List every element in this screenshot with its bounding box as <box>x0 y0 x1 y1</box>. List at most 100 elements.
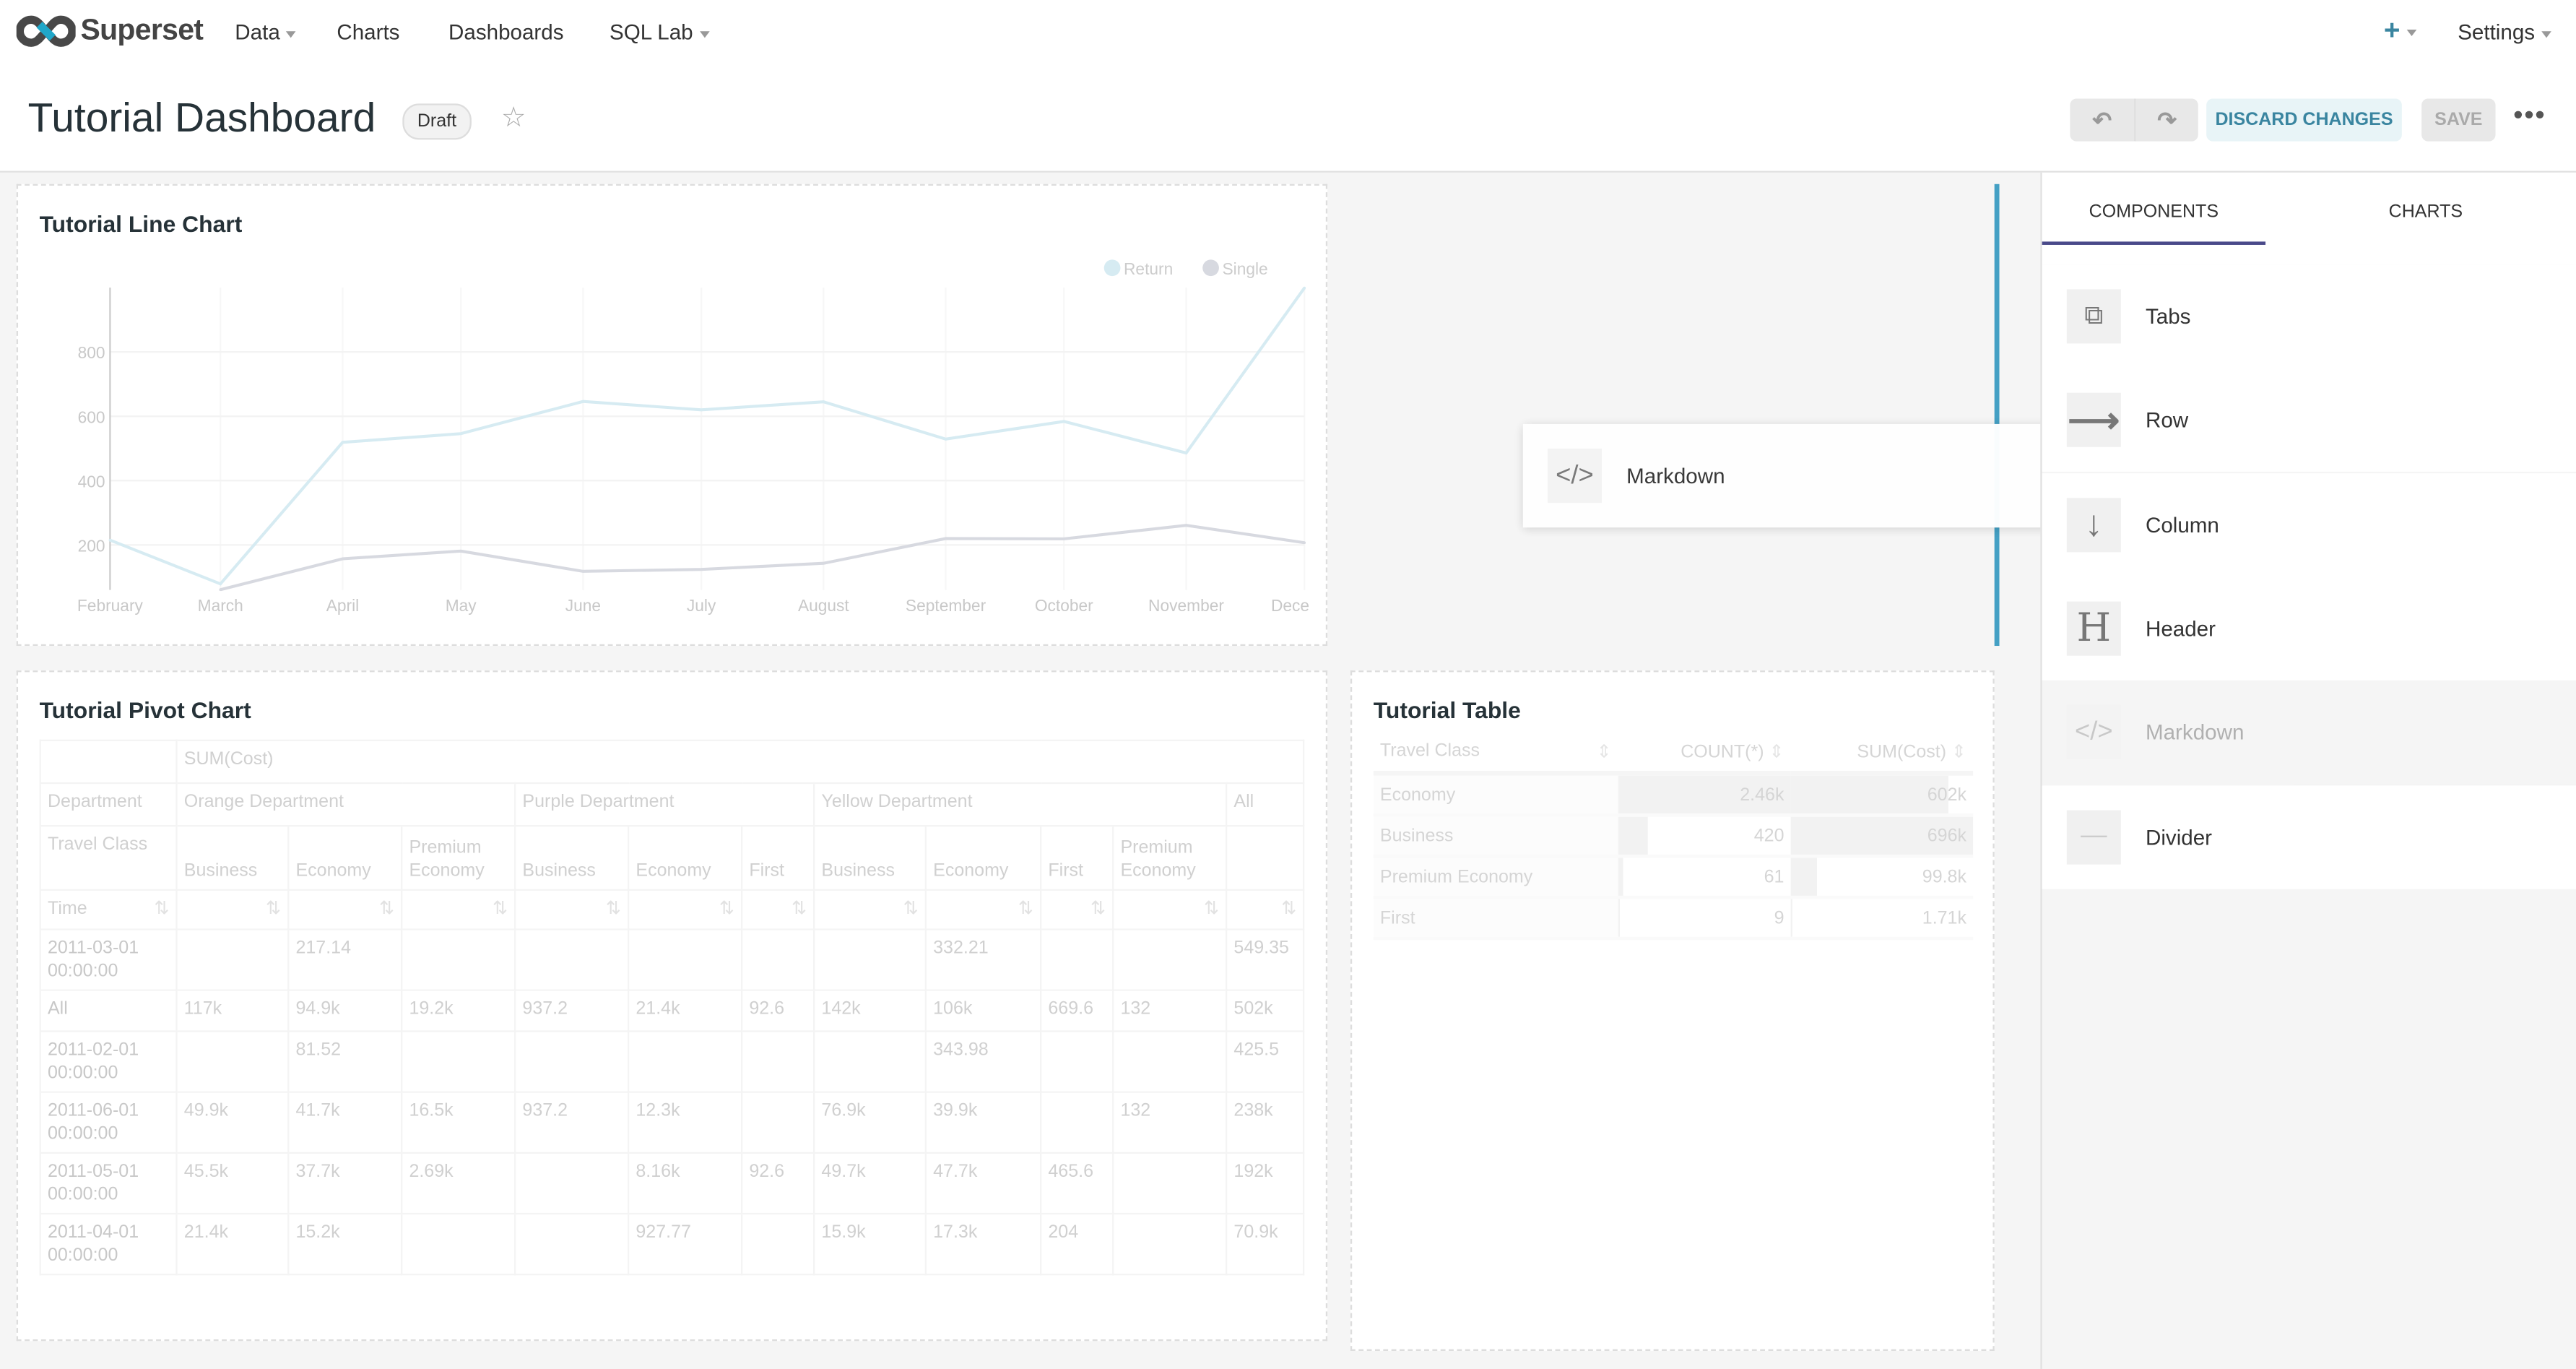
header-icon: H <box>2066 601 2121 656</box>
pivot-cell: 204 <box>1039 1212 1114 1276</box>
pivot-cell: 76.9k <box>813 1091 927 1154</box>
pivot-sort-header[interactable]: ⇅ <box>924 889 1042 930</box>
pivot-sort-header[interactable]: ⇅ <box>514 889 630 930</box>
table-row[interactable]: Business 420 696k <box>1373 815 1974 857</box>
more-options-icon[interactable]: ••• <box>2513 102 2546 130</box>
x-tick-label: March <box>198 596 243 615</box>
tab-charts[interactable]: CHARTS <box>2388 202 2463 223</box>
x-tick-label: May <box>446 596 477 615</box>
column-header[interactable]: Travel Class ⇕ <box>1373 733 1618 776</box>
pivot-cell <box>514 1030 630 1093</box>
cell-value: 61 <box>1764 866 1784 887</box>
status-badge[interactable]: Draft <box>402 103 472 140</box>
data-point <box>1062 420 1066 423</box>
sort-icon[interactable]: ⇅ <box>903 899 919 919</box>
brand-logo[interactable]: Superset <box>16 13 204 48</box>
column-header-label: Travel Class <box>1379 740 1480 761</box>
pivot-cell: 15.2k <box>287 1212 403 1276</box>
cell-sum: 99.8k <box>1790 856 1974 897</box>
pivot-cell <box>1112 1212 1228 1276</box>
legend-marker <box>1202 259 1219 277</box>
pivot-metric-header: SUM(Cost) <box>175 739 1305 785</box>
nav-sql-lab[interactable]: SQL Lab <box>610 20 710 44</box>
pivot-sort-header[interactable]: ⇅ <box>1226 889 1305 930</box>
component-header[interactable]: H Header <box>2042 576 2576 681</box>
pivot-sort-header[interactable]: ⇅ <box>628 889 743 930</box>
table-row[interactable]: Economy 2.46k 602k <box>1373 773 1974 816</box>
sort-icon[interactable]: ⇅ <box>1090 899 1106 919</box>
table-chart-card[interactable]: Tutorial Table Travel Class ⇕ COUNT(*) ⇕ S… <box>1350 670 1995 1351</box>
table-row[interactable]: First 9 1.71k <box>1373 897 1974 938</box>
column-header[interactable]: SUM(Cost) ⇕ <box>1790 733 1974 776</box>
save-button[interactable]: SAVE <box>2421 98 2496 142</box>
data-point <box>1303 541 1306 545</box>
pivot-sort-header[interactable]: Time ⇅ <box>39 889 178 930</box>
table-row[interactable]: Premium Economy 61 99.8k <box>1373 856 1974 898</box>
line-chart-card[interactable]: Tutorial Line Chart February March April Ma… <box>16 183 1328 647</box>
sort-icon[interactable]: ⇅ <box>378 899 394 919</box>
nav-charts[interactable]: Charts <box>337 20 400 45</box>
settings-menu[interactable]: Settings <box>2458 20 2551 44</box>
caret-down-icon <box>286 30 297 38</box>
pivot-cell: 47.7k <box>924 1152 1042 1215</box>
component-column[interactable]: ↓ Column <box>2042 472 2576 576</box>
sort-icon[interactable]: ⇅ <box>266 899 282 919</box>
sort-icon[interactable]: ⇅ <box>791 899 807 919</box>
pivot-sort-header[interactable]: ⇅ <box>175 889 290 930</box>
component-row[interactable]: ⟶ Row <box>2042 368 2576 472</box>
favorite-star-icon[interactable]: ☆ <box>500 102 526 134</box>
value-bar <box>1618 858 1623 896</box>
component-tabs[interactable]: ⧉ Tabs <box>2042 264 2576 368</box>
nav-data[interactable]: Data <box>235 20 297 45</box>
pivot-sort-header[interactable]: ⇅ <box>1039 889 1114 930</box>
column-header[interactable]: COUNT(*) ⇕ <box>1618 733 1791 776</box>
discard-changes-button[interactable]: DISCARD CHANGES <box>2206 98 2402 142</box>
nav-dashboards[interactable]: Dashboards <box>448 20 564 45</box>
dragging-markdown-component[interactable]: </> Markdown <box>1522 423 2064 528</box>
value-bar <box>1618 816 1648 855</box>
pivot-sort-header[interactable]: ⇅ <box>287 889 403 930</box>
component-label: Markdown <box>2145 720 2245 745</box>
undo-icon: ↶ <box>2092 106 2112 134</box>
new-menu-button[interactable]: + <box>2384 14 2417 47</box>
pivot-sort-header[interactable]: ⇅ <box>813 889 927 930</box>
tab-components[interactable]: COMPONENTS <box>2042 173 2266 245</box>
pivot-sort-header[interactable]: ⇅ <box>740 889 815 930</box>
x-tick-label: February <box>77 596 144 615</box>
x-tick-label: Dece <box>1271 596 1309 615</box>
pivot-cell <box>401 928 516 991</box>
nav-data-label: Data <box>235 20 280 45</box>
pivot-row-label: Travel Class <box>39 824 178 891</box>
sort-icon[interactable]: ⇅ <box>1203 899 1219 919</box>
data-point <box>581 570 585 573</box>
sort-icon[interactable]: ⇕ <box>1946 743 1967 763</box>
pivot-time-row: Time ⇅ ⇅ ⇅ ⇅ ⇅ ⇅ ⇅ ⇅ ⇅ ⇅ ⇅ ⇅ <box>39 889 1305 930</box>
pivot-chart-card[interactable]: Tutorial Pivot Chart SUM(Cost) Department… <box>16 670 1328 1342</box>
component-markdown[interactable]: </> Markdown <box>2042 681 2576 785</box>
cell-value: 696k <box>1927 826 1967 846</box>
sort-icon[interactable]: ⇕ <box>1764 743 1784 763</box>
sort-icon[interactable]: ⇅ <box>1281 899 1297 919</box>
dashboard-title[interactable]: Tutorial Dashboard <box>27 95 376 142</box>
pivot-sort-header[interactable]: ⇅ <box>1112 889 1228 930</box>
builder-side-panel: COMPONENTS CHARTS ⧉ Tabs ⟶ Row ↓ Column H Heade… <box>2040 172 2576 1369</box>
value-bar <box>1790 899 1792 937</box>
component-divider[interactable]: — Divider <box>2042 785 2576 889</box>
sort-icon[interactable]: ⇅ <box>605 899 621 919</box>
pivot-sort-header[interactable]: ⇅ <box>401 889 516 930</box>
pivot-department-header: Orange Department <box>175 782 516 827</box>
sort-icon[interactable]: ⇅ <box>492 899 508 919</box>
brand-name: Superset <box>80 13 204 46</box>
code-icon: </> <box>1547 449 1602 504</box>
pivot-data-row: 2011-05-01 00:00:00 45.5k 37.7k 2.69k 8.16k 9… <box>39 1152 1305 1215</box>
redo-button[interactable]: ↷ <box>2134 98 2198 142</box>
pivot-cell: 937.2 <box>514 989 630 1032</box>
sort-icon[interactable]: ⇕ <box>1596 743 1612 763</box>
sort-icon[interactable]: ⇅ <box>719 899 734 919</box>
sort-icon[interactable]: ⇅ <box>154 899 170 919</box>
pivot-data-row: 2011-03-01 00:00:00 217.14 332.21 549.35 <box>39 928 1305 991</box>
pivot-cell: 12.3k <box>628 1091 743 1154</box>
undo-button[interactable]: ↶ <box>2070 98 2135 142</box>
sort-icon[interactable]: ⇅ <box>1018 899 1033 919</box>
pivot-class-header: Business <box>813 824 927 891</box>
